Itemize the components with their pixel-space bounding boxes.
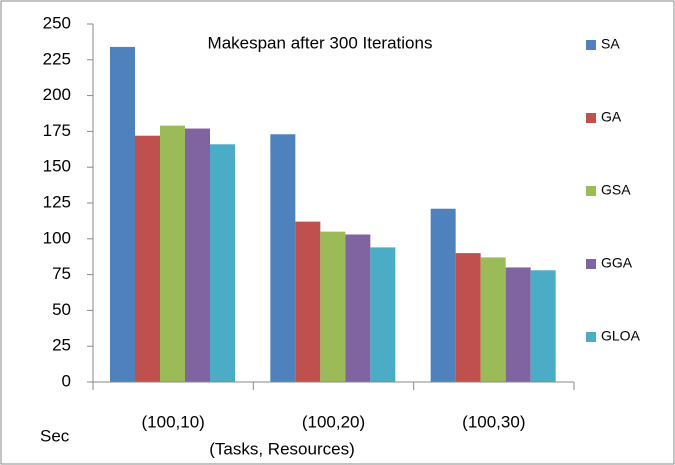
legend-label: GA bbox=[601, 109, 622, 125]
legend-swatch bbox=[586, 186, 596, 196]
y-axis-label: Sec bbox=[40, 426, 70, 445]
y-tick-label: 175 bbox=[43, 121, 71, 140]
bar bbox=[135, 135, 160, 382]
legend-label: GLOA bbox=[601, 328, 641, 344]
y-tick-label: 25 bbox=[52, 336, 71, 355]
y-tick-label: 100 bbox=[43, 228, 71, 247]
legend-label: GGA bbox=[601, 255, 633, 271]
y-tick-label: 75 bbox=[52, 264, 71, 283]
x-tick-label: (100,10) bbox=[142, 412, 205, 431]
bar bbox=[455, 253, 481, 382]
x-tick-label: (100,30) bbox=[462, 412, 525, 431]
y-tick-label: 250 bbox=[43, 13, 71, 32]
y-tick-label: 150 bbox=[43, 157, 71, 176]
bar bbox=[110, 46, 135, 383]
bar bbox=[505, 267, 531, 382]
y-tick-label: 0 bbox=[62, 371, 71, 390]
x-tick-label: (100,20) bbox=[302, 412, 365, 431]
legend-label: GSA bbox=[601, 182, 631, 198]
legend-swatch bbox=[586, 113, 596, 123]
y-tick-label: 200 bbox=[43, 85, 71, 104]
bar bbox=[530, 270, 556, 382]
bar bbox=[320, 231, 346, 382]
bar bbox=[345, 234, 371, 382]
legend-label: SA bbox=[601, 36, 620, 52]
y-tick-label: 125 bbox=[43, 192, 71, 211]
bar bbox=[295, 221, 321, 382]
y-tick-label: 50 bbox=[52, 300, 71, 319]
legend-swatch bbox=[586, 332, 596, 342]
bar bbox=[430, 208, 456, 382]
bar bbox=[210, 144, 235, 382]
x-axis-label: (Tasks, Resources) bbox=[209, 439, 354, 458]
bar bbox=[270, 134, 296, 382]
bar bbox=[185, 128, 210, 382]
y-tick-label: 225 bbox=[43, 49, 71, 68]
bar bbox=[370, 247, 396, 382]
chart-title: Makespan after 300 Iterations bbox=[208, 33, 433, 52]
bar bbox=[480, 257, 506, 382]
legend-swatch bbox=[586, 40, 596, 50]
bar bbox=[160, 125, 185, 382]
legend-swatch bbox=[586, 259, 596, 269]
